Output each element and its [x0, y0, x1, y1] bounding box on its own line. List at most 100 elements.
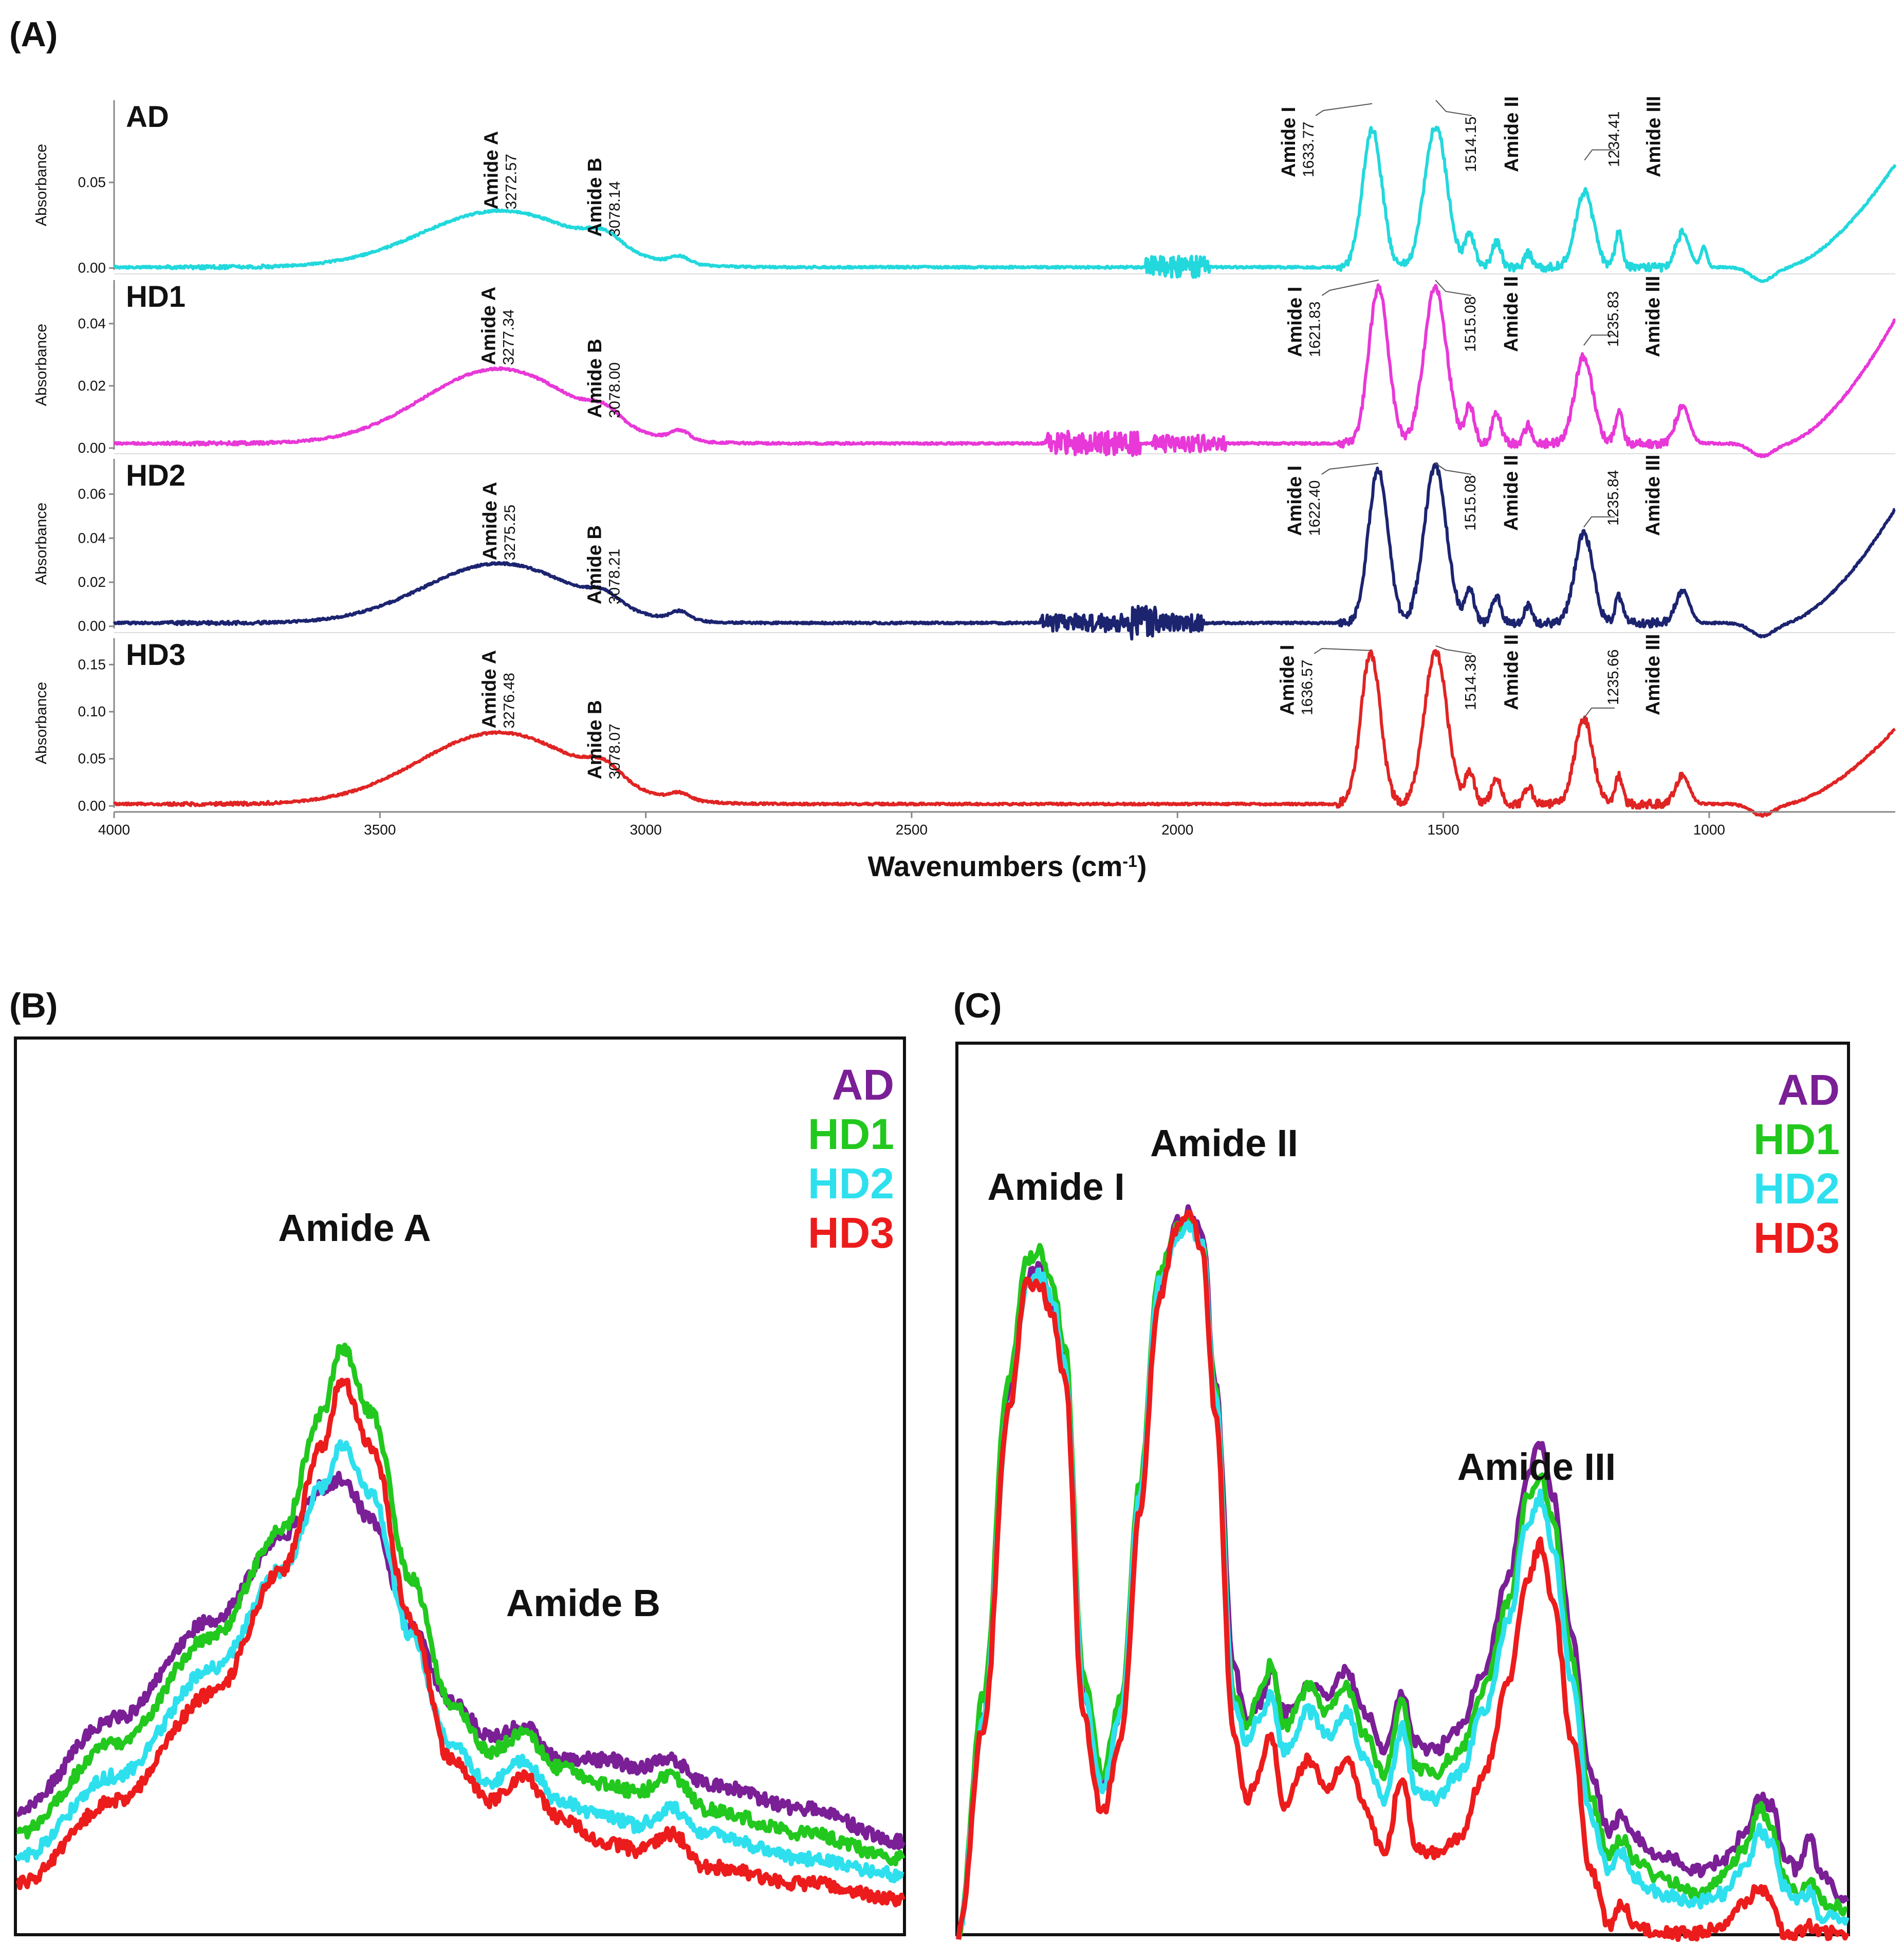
panel-c-hd1-line — [956, 1216, 1848, 1940]
panel-b-amide-a-label: Amide A — [278, 1207, 431, 1249]
panel-a-hd3-ytick-label: 0.05 — [78, 751, 106, 767]
panel-a-hd3-sample-label: HD3 — [126, 638, 186, 672]
panel-c-label: (C) — [953, 986, 1002, 1025]
panel-b-hd1-line — [15, 1342, 905, 1866]
panel-a-hd2-amide-i-label: Amide I — [1284, 466, 1306, 536]
panel-a-ad-ylabel: Absorbance — [33, 144, 50, 226]
panel-a-hd2-ytick-label: 0.02 — [78, 574, 106, 590]
panel-a-hd3-amide-a-label: Amide A — [479, 650, 501, 729]
panel-c-legend-hd2: HD2 — [1753, 1164, 1840, 1213]
panel-a-hd3-amide-iii-value: 1235.66 — [1605, 650, 1622, 705]
panel-c-amide-ii-label: Amide II — [1150, 1122, 1298, 1164]
panel-a-xtick-label: 1500 — [1427, 822, 1459, 838]
panel-a-ad-amide-iii-annotation: 1234.41 Amide III — [1584, 96, 1665, 177]
panel-a-xtick-label: 3500 — [364, 822, 396, 838]
panel-a-hd3-amide-ii-value: 1514.38 — [1463, 655, 1480, 710]
panel-a-hd2-amide-a-value: 3275.25 — [502, 505, 519, 560]
panel-a-hd2-spectrum-line — [113, 462, 1896, 641]
panel-a-hd3-amide-b-value: 3078.07 — [606, 724, 623, 779]
panel-a-hd3-amide-a-value: 3276.48 — [501, 673, 518, 728]
panel-a-ad-amide-i-label: Amide I — [1278, 107, 1300, 177]
panel-a-hd3-amide-ii-label: Amide II — [1501, 634, 1523, 710]
panel-a-ad-amide-a-annotation: Amide A 3272.57 — [481, 131, 520, 210]
panel-a-ad-amide-b-annotation: Amide B 3078.14 — [584, 158, 623, 237]
panel-b-frame — [14, 1036, 906, 1936]
panel-a-hd2-amide-ii-label: Amide II — [1501, 455, 1522, 531]
panel-a-hd1-amide-a-label: Amide A — [478, 287, 500, 365]
panel-a-hd1-amide-iii-value: 1235.83 — [1605, 291, 1622, 347]
panel-a-hd1-sample-label: HD1 — [126, 280, 186, 313]
panel-c-amide-i-label: Amide I — [987, 1165, 1124, 1208]
panel-a-hd2-ylabel: Absorbance — [33, 503, 50, 585]
panel-a-ad-amide-b-label: Amide B — [584, 158, 606, 237]
panel-a-hd1-amide-ii-value: 1515.08 — [1462, 297, 1479, 352]
panel-a-hd2-amide-a-label: Amide A — [479, 482, 501, 561]
panel-a-hd1-amide-i-annotation: Amide I 1621.83 — [1285, 280, 1379, 357]
panel-a-hd2-amide-i-value: 1622.40 — [1306, 480, 1323, 536]
panel-a-hd1-amide-iii-annotation: 1235.83 Amide III — [1583, 276, 1664, 357]
panel-a-hd1-amide-ii-annotation: 1515.08 Amide II — [1435, 276, 1522, 352]
panel-a-ad-amide-ii-connector — [1435, 100, 1472, 116]
panel-b-amide-b-label: Amide B — [506, 1582, 660, 1624]
panel-a-hd1-spectrum-line — [113, 283, 1896, 458]
panel-a-hd1-amide-b-annotation: Amide B 3078.00 — [584, 339, 623, 418]
panel-b-hd2-line — [14, 1439, 904, 1884]
panel-b-hd3-line — [15, 1378, 905, 1907]
panel-a-hd1-amide-ii-label: Amide II — [1501, 276, 1522, 352]
panel-a-hd2-amide-ii-annotation: 1515.08 Amide II — [1435, 455, 1522, 531]
panel-a-hd3-ylabel: Absorbance — [33, 682, 50, 764]
panel-a-xtick-label: 1000 — [1693, 822, 1725, 838]
panel-c-legend-hd1: HD1 — [1753, 1115, 1840, 1163]
panel-a-hd3-amide-i-value: 1636.57 — [1299, 660, 1316, 715]
panel-a-hd3-amide-ii-connector — [1435, 645, 1472, 654]
panel-a-hd1-ytick-label: 0.00 — [78, 440, 106, 456]
panel-b-legend-hd1: HD1 — [808, 1110, 894, 1158]
panel-a-ad-sample-label: AD — [126, 100, 169, 134]
panel-b-legend-ad: AD — [832, 1061, 894, 1109]
panel-a-row-hd3: 0.00 0.05 0.10 0.15 Absorbance HD3 Amide A 3276… — [33, 634, 1896, 818]
panel-a-ad-amide-a-label: Amide A — [481, 131, 503, 210]
panel-a-ad-amide-ii-label: Amide II — [1501, 96, 1523, 172]
panel-a-ad-amide-ii-annotation: 1514.15 Amide II — [1435, 96, 1523, 172]
panel-a-hd3-amide-iii-annotation: 1235.66 Amide III — [1583, 634, 1664, 719]
panel-a-ad-amide-ii-value: 1514.15 — [1463, 117, 1480, 172]
panel-a-label: (A) — [9, 15, 58, 54]
panel-a-ad-ytick-label: 0.05 — [78, 174, 106, 190]
panel-a-ad-amide-iii-value: 1234.41 — [1605, 112, 1622, 167]
panel-a-hd3-amide-i-annotation: Amide I 1636.57 — [1277, 645, 1371, 715]
panel-a-hd1-amide-b-value: 3078.00 — [606, 362, 623, 418]
panel-a-hd2-ytick-label: 0.06 — [78, 486, 106, 502]
panel-a-hd2-amide-i-connector — [1321, 462, 1379, 475]
panel-a-ad-amide-a-value: 3272.57 — [503, 154, 520, 209]
panel-a-hd2-amide-b-label: Amide B — [584, 525, 606, 604]
panel-a-ad-amide-iii-connector — [1584, 149, 1616, 161]
panel-a-hd1-amide-ii-connector — [1435, 280, 1472, 296]
panel-c-hd2-line — [956, 1220, 1850, 1940]
panel-a-hd2-amide-iii-value: 1235.84 — [1605, 470, 1622, 526]
panel-a-hd2-amide-iii-annotation: 1235.84 Amide III — [1583, 455, 1664, 536]
panel-a-hd1-amide-iii-label: Amide III — [1642, 276, 1664, 357]
panel-a-xtick-label: 2500 — [896, 822, 928, 838]
panel-a-hd3-amide-iii-connector — [1583, 707, 1615, 719]
panel-a-xtick-label: 2000 — [1161, 822, 1193, 838]
panel-a-hd2-amide-i-annotation: Amide I 1622.40 — [1284, 462, 1379, 536]
panel-a-hd1-amide-a-value: 3277.34 — [501, 309, 517, 365]
panel-a-hd2-ytick-label: 0.04 — [78, 530, 106, 546]
panel-a-hd3-amide-i-connector — [1314, 647, 1371, 654]
panel-c-legend-hd3: HD3 — [1753, 1214, 1840, 1262]
panel-a-hd1-amide-a-annotation: Amide A 3277.34 — [478, 287, 517, 365]
panel-a-hd1-amide-i-value: 1621.83 — [1307, 302, 1324, 357]
panel-a-hd3-spectrum-line — [113, 649, 1896, 818]
panel-a-hd2-amide-iii-connector — [1583, 516, 1615, 528]
panel-a-hd1-amide-i-label: Amide I — [1285, 287, 1306, 357]
panel-a-hd1-amide-i-connector — [1321, 280, 1379, 296]
panel-a-xtick-label: 3000 — [630, 822, 661, 838]
panel-a-xtick-label: 4000 — [98, 822, 130, 838]
panel-a-hd2-amide-ii-value: 1515.08 — [1462, 475, 1479, 531]
panel-a-xlabel: Wavenumbers (cm-1) — [868, 850, 1147, 882]
